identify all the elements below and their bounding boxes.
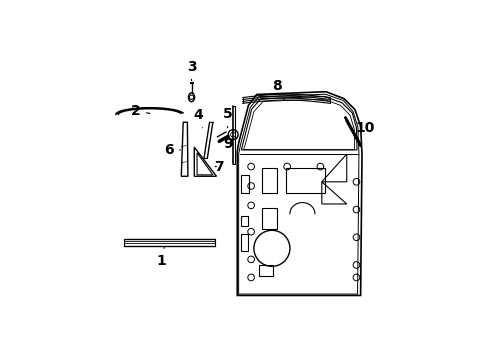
Bar [286,168,324,193]
Text: 2: 2 [131,104,150,118]
Bar [262,168,277,193]
Bar [262,208,277,229]
Text: 10: 10 [355,121,374,139]
Text: 9: 9 [223,138,233,151]
Bar [241,216,248,226]
Text: 7: 7 [215,159,224,174]
Bar [259,265,273,276]
Text: 4: 4 [194,108,203,128]
Text: 6: 6 [165,143,180,157]
Bar [241,234,248,251]
Text: 1: 1 [156,247,166,268]
Text: 8: 8 [272,79,284,100]
Text: 5: 5 [222,107,232,128]
Bar [241,175,249,193]
Text: 3: 3 [187,60,196,81]
